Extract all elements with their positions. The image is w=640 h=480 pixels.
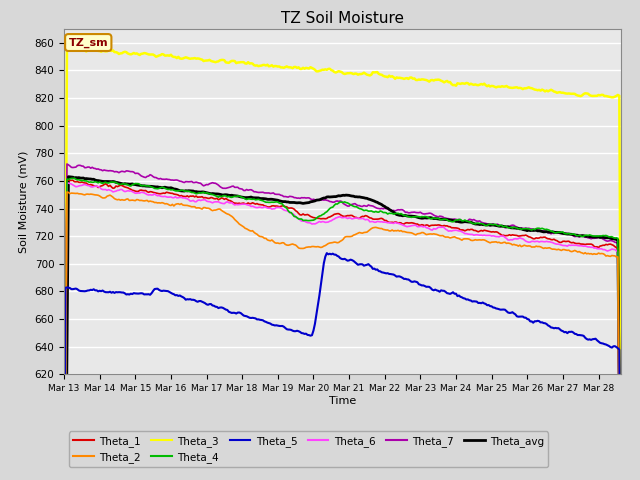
- Theta_7: [371, 204, 378, 210]
- Theta_1: [421, 223, 429, 228]
- Theta_2: [421, 231, 429, 237]
- Theta_1: [283, 204, 291, 210]
- Theta_3: [283, 63, 291, 69]
- Theta_4: [371, 209, 378, 215]
- Theta_avg: [609, 236, 617, 241]
- X-axis label: Time: Time: [329, 396, 356, 406]
- Theta_5: [371, 266, 378, 272]
- Theta_3: [574, 93, 582, 98]
- Theta_4: [186, 189, 194, 194]
- Line: Theta_3: Theta_3: [64, 46, 621, 480]
- Theta_4: [421, 214, 429, 219]
- Theta_7: [609, 239, 617, 244]
- Theta_6: [371, 219, 378, 225]
- Theta_avg: [283, 199, 291, 205]
- Theta_3: [609, 95, 617, 100]
- Theta_3: [186, 56, 194, 61]
- Line: Theta_6: Theta_6: [64, 183, 621, 480]
- Legend: Theta_1, Theta_2, Theta_3, Theta_4, Theta_5, Theta_6, Theta_7, Theta_avg: Theta_1, Theta_2, Theta_3, Theta_4, Thet…: [69, 432, 548, 467]
- Theta_3: [371, 70, 378, 75]
- Theta_5: [185, 297, 193, 302]
- Title: TZ Soil Moisture: TZ Soil Moisture: [281, 11, 404, 26]
- Theta_4: [283, 205, 291, 211]
- Text: TZ_sm: TZ_sm: [68, 37, 108, 48]
- Theta_7: [421, 211, 429, 217]
- Theta_2: [609, 253, 617, 259]
- Theta_3: [63, 43, 71, 48]
- Theta_1: [371, 216, 378, 222]
- Theta_1: [574, 240, 582, 246]
- Theta_7: [63, 161, 71, 167]
- Theta_6: [283, 208, 291, 214]
- Theta_5: [609, 344, 617, 349]
- Theta_5: [421, 283, 429, 289]
- Theta_6: [421, 223, 429, 229]
- Y-axis label: Soil Moisture (mV): Soil Moisture (mV): [19, 150, 29, 253]
- Theta_2: [371, 225, 378, 230]
- Theta_3: [617, 377, 625, 383]
- Theta_1: [65, 177, 72, 183]
- Line: Theta_2: Theta_2: [64, 192, 621, 480]
- Theta_5: [323, 250, 331, 256]
- Theta_2: [574, 249, 582, 255]
- Theta_4: [609, 235, 617, 240]
- Theta_3: [421, 77, 429, 83]
- Theta_2: [63, 189, 71, 195]
- Line: Theta_7: Theta_7: [64, 164, 621, 480]
- Theta_5: [574, 332, 582, 338]
- Theta_avg: [371, 198, 378, 204]
- Theta_4: [70, 175, 78, 181]
- Theta_avg: [421, 215, 429, 221]
- Theta_7: [186, 179, 194, 185]
- Theta_5: [282, 325, 289, 331]
- Line: Theta_4: Theta_4: [64, 178, 621, 480]
- Theta_7: [283, 194, 291, 200]
- Theta_7: [574, 234, 582, 240]
- Theta_6: [65, 180, 72, 186]
- Line: Theta_1: Theta_1: [64, 180, 621, 480]
- Theta_2: [283, 242, 291, 248]
- Line: Theta_5: Theta_5: [64, 253, 621, 480]
- Theta_avg: [574, 232, 582, 238]
- Theta_avg: [65, 174, 72, 180]
- Theta_1: [186, 193, 194, 199]
- Line: Theta_avg: Theta_avg: [64, 177, 621, 480]
- Theta_2: [186, 204, 194, 209]
- Theta_6: [574, 243, 582, 249]
- Theta_6: [609, 247, 617, 252]
- Theta_6: [186, 198, 194, 204]
- Theta_avg: [186, 188, 194, 193]
- Theta_4: [574, 233, 582, 239]
- Theta_1: [609, 242, 617, 248]
